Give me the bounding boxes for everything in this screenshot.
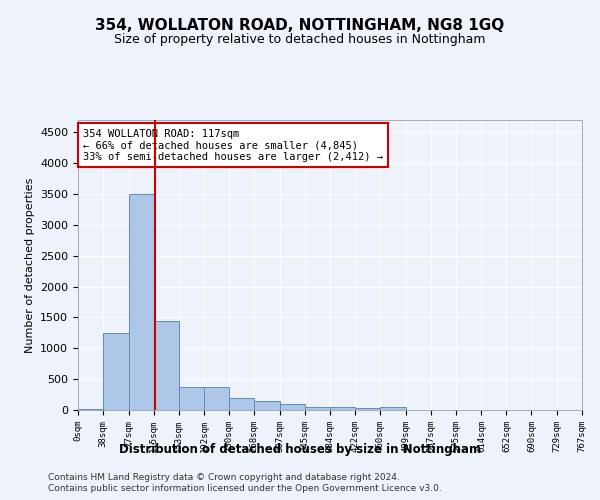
Bar xyxy=(154,320,179,410)
Text: Distribution of detached houses by size in Nottingham: Distribution of detached houses by size … xyxy=(119,442,481,456)
Y-axis label: Number of detached properties: Number of detached properties xyxy=(25,178,35,352)
Bar xyxy=(355,408,380,410)
Bar xyxy=(103,333,128,410)
Bar xyxy=(305,407,331,410)
Text: Contains HM Land Registry data © Crown copyright and database right 2024.: Contains HM Land Registry data © Crown c… xyxy=(48,472,400,482)
Text: Size of property relative to detached houses in Nottingham: Size of property relative to detached ho… xyxy=(114,32,486,46)
Bar xyxy=(204,386,229,410)
Bar xyxy=(229,398,254,410)
Bar xyxy=(179,386,204,410)
Bar xyxy=(380,407,406,410)
Text: Contains public sector information licensed under the Open Government Licence v3: Contains public sector information licen… xyxy=(48,484,442,493)
Bar xyxy=(254,400,280,410)
Bar xyxy=(280,404,305,410)
Text: 354 WOLLATON ROAD: 117sqm
← 66% of detached houses are smaller (4,845)
33% of se: 354 WOLLATON ROAD: 117sqm ← 66% of detac… xyxy=(83,128,383,162)
Bar xyxy=(78,409,103,410)
Bar xyxy=(331,407,355,410)
Text: 354, WOLLATON ROAD, NOTTINGHAM, NG8 1GQ: 354, WOLLATON ROAD, NOTTINGHAM, NG8 1GQ xyxy=(95,18,505,32)
Bar xyxy=(128,194,154,410)
